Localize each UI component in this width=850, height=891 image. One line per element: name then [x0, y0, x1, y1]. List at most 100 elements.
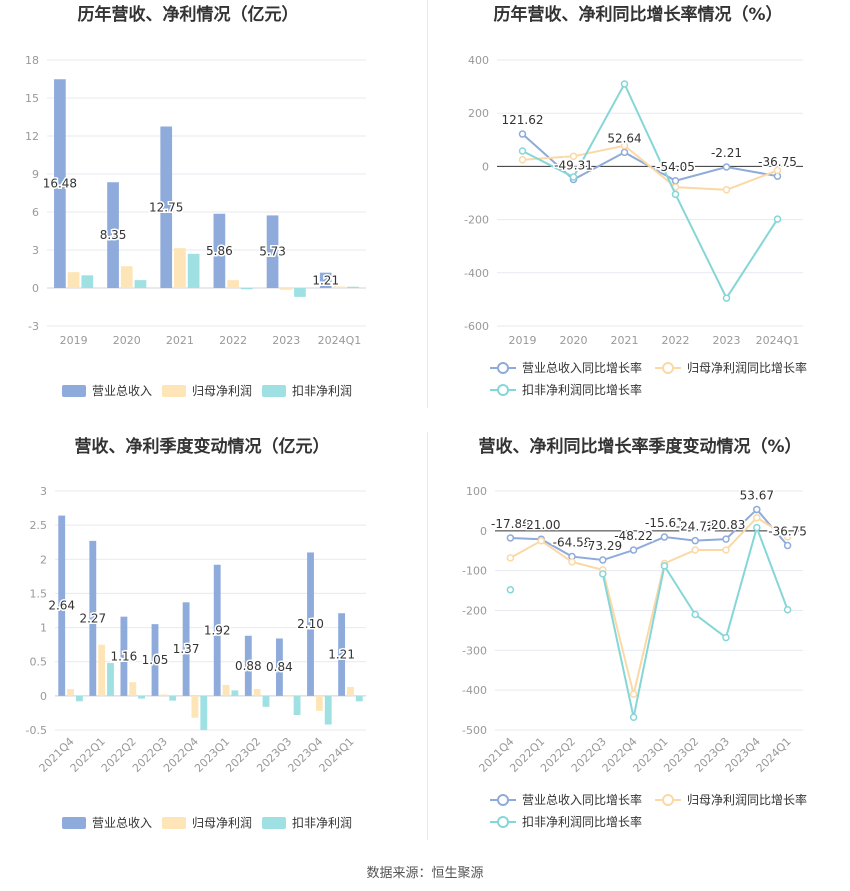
- legend-swatch: [262, 385, 286, 397]
- series-line: [522, 81, 779, 301]
- legend-item[interactable]: 归母净利润: [162, 384, 252, 398]
- legend-label: 归母净利润: [192, 816, 252, 830]
- legend-swatch-point: [497, 384, 509, 396]
- data-label: 2.10: [297, 617, 324, 631]
- legend-swatch: [62, 817, 86, 829]
- data-label: -20.83: [707, 518, 746, 532]
- bar-revenue: [58, 515, 66, 696]
- bar-net-profit: [333, 286, 346, 288]
- data-label: 0.88: [235, 659, 262, 673]
- series-point: [518, 156, 527, 164]
- x-tick-label: 2020: [560, 334, 588, 347]
- bar-net-profit: [67, 689, 74, 696]
- data-label: 1.05: [142, 653, 169, 667]
- bar-net-profit: [315, 695, 323, 711]
- x-tick-label: 2024Q1: [756, 334, 800, 347]
- y-tick-label: 400: [468, 54, 489, 67]
- bar-revenue: [266, 215, 279, 288]
- y-tick-label: -200: [462, 605, 487, 618]
- y-tick-label: -300: [462, 644, 487, 657]
- legend-item[interactable]: 扣非净利润同比增长率: [490, 814, 642, 829]
- legend-label: 归母净利润同比增长率: [687, 360, 807, 375]
- bar-revenue: [120, 616, 128, 696]
- data-label: 121.62: [502, 113, 544, 127]
- bar-deducted-profit: [134, 280, 147, 288]
- data-label: 1.21: [328, 648, 355, 662]
- series-point: [599, 570, 607, 578]
- series-point: [671, 177, 680, 185]
- bar-net-profit: [67, 272, 80, 288]
- legend-item[interactable]: 归母净利润同比增长率: [655, 360, 807, 375]
- legend-swatch: [162, 817, 186, 829]
- bar-revenue: [213, 213, 226, 288]
- legend-item[interactable]: 营业总收入同比增长率: [490, 360, 642, 375]
- legend-item[interactable]: 归母净利润同比增长率: [655, 792, 807, 807]
- data-label: -36.75: [768, 524, 807, 538]
- legend-item[interactable]: 营业总收入: [62, 384, 152, 398]
- series-point: [722, 163, 731, 171]
- legend-item[interactable]: 扣非净利润同比增长率: [490, 382, 642, 397]
- bar-deducted-profit: [200, 695, 208, 730]
- chart-title: 历年营收、净利同比增长率情况（%）: [493, 4, 782, 25]
- legend-swatch-point: [497, 362, 509, 374]
- series-point: [722, 633, 730, 642]
- legend-item[interactable]: 营业总收入: [62, 816, 152, 830]
- series-point: [722, 535, 730, 543]
- bar-revenue: [244, 635, 252, 696]
- legend-item[interactable]: 归母净利润: [162, 816, 252, 830]
- y-tick-label: 2.5: [30, 519, 48, 532]
- data-label: 1.16: [111, 649, 138, 663]
- legend-label: 扣非净利润: [292, 816, 352, 830]
- series-point: [620, 148, 629, 157]
- bar-revenue: [54, 79, 66, 289]
- series-point: [518, 130, 527, 138]
- legend-swatch-point: [497, 816, 509, 828]
- bar-revenue: [107, 182, 119, 288]
- series-point: [722, 186, 731, 194]
- data-label: 1.21: [312, 273, 339, 287]
- legend-swatch-point: [497, 794, 509, 806]
- x-tick-label: 2022: [662, 334, 690, 347]
- series-point: [753, 523, 761, 532]
- legend-item[interactable]: 扣非净利润: [262, 816, 352, 830]
- y-tick-label: -3: [28, 320, 39, 333]
- series-point: [773, 166, 782, 175]
- series-point: [722, 294, 731, 302]
- series-point: [620, 141, 629, 150]
- bar-deducted-profit: [231, 690, 239, 696]
- series-point: [691, 536, 699, 545]
- series-point: [506, 534, 515, 542]
- legend-item[interactable]: 营业总收入同比增长率: [490, 792, 642, 807]
- legend-label: 扣非净利润: [292, 384, 352, 398]
- bar-deducted-profit: [240, 288, 253, 290]
- quarterly_amount-chart: 营收、净利季度变动情况（亿元）-0.500.511.522.532021Q420…: [26, 436, 366, 830]
- series-point: [783, 533, 792, 541]
- legend-item[interactable]: 扣非净利润: [262, 384, 352, 398]
- y-tick-label: 12: [25, 130, 39, 143]
- bar-net-profit: [222, 684, 230, 696]
- data-label: 53.67: [740, 488, 774, 502]
- data-label: -21.00: [522, 518, 561, 532]
- data-label: 5.86: [206, 244, 233, 258]
- x-tick-label: 2021: [611, 334, 639, 347]
- data-label: -15.61: [645, 516, 684, 530]
- legend-label: 营业总收入同比增长率: [522, 792, 642, 807]
- x-tick-label: 2021: [166, 334, 194, 347]
- y-tick-label: 15: [25, 92, 39, 105]
- data-label: 52.64: [607, 131, 641, 145]
- x-tick-label: 2019: [60, 334, 88, 347]
- bar-deducted-profit: [324, 695, 332, 725]
- y-tick-label: -400: [462, 684, 487, 697]
- bar-net-profit: [160, 694, 168, 696]
- y-tick-label: -0.5: [26, 724, 47, 737]
- series-point: [671, 190, 680, 199]
- series-point: [629, 713, 638, 722]
- y-tick-label: -600: [464, 320, 489, 333]
- data-label: -64.58: [553, 536, 592, 550]
- series-point: [569, 173, 578, 181]
- bar-revenue: [213, 564, 221, 696]
- series-point: [773, 215, 782, 223]
- bar-revenue: [338, 613, 346, 696]
- series-line: [522, 144, 778, 191]
